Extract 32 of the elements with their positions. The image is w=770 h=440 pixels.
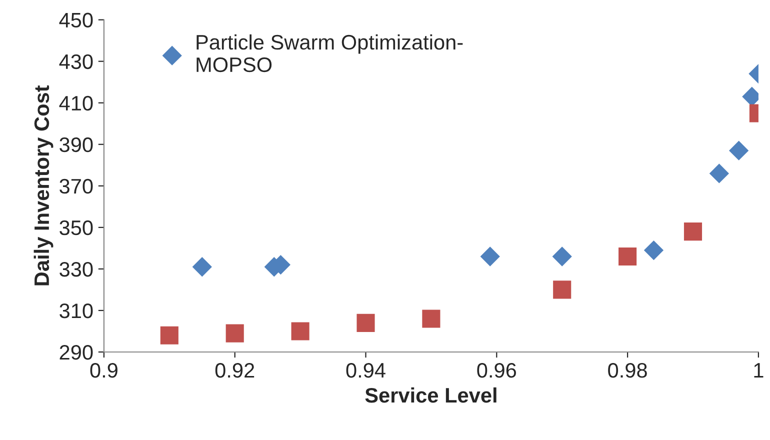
x-tick-label: 0.92 bbox=[215, 362, 254, 378]
point bbox=[422, 310, 440, 328]
x-tick-label: 0.96 bbox=[477, 362, 516, 378]
x-tick-label: 0.98 bbox=[608, 362, 647, 378]
x-tick-label: 0.9 bbox=[90, 362, 118, 378]
y-tick-label: 430 bbox=[59, 54, 93, 70]
x-tick-label: 1 bbox=[754, 363, 764, 378]
point bbox=[684, 222, 702, 241]
y-tick-label: 290 bbox=[60, 345, 93, 360]
y-tick-label: 310 bbox=[60, 303, 93, 318]
point bbox=[356, 314, 375, 332]
y-axis-title: Daily Inventory Cost bbox=[34, 85, 54, 286]
point bbox=[553, 280, 572, 299]
point bbox=[729, 141, 748, 160]
point bbox=[192, 257, 212, 276]
y-tick-label: 370 bbox=[60, 178, 93, 194]
point bbox=[160, 326, 178, 344]
point bbox=[226, 324, 244, 342]
y-tick-label: 450 bbox=[59, 12, 93, 28]
point bbox=[480, 246, 500, 266]
point bbox=[644, 240, 664, 260]
point bbox=[710, 164, 729, 183]
y-tick-label: 410 bbox=[59, 96, 93, 111]
point bbox=[552, 246, 572, 266]
point bbox=[618, 247, 637, 266]
point bbox=[291, 322, 310, 340]
y-tick-label: 390 bbox=[60, 137, 93, 152]
x-tick-label: 0.94 bbox=[346, 362, 386, 378]
y-tick-label: 330 bbox=[60, 262, 93, 277]
x-axis-title: Service Level bbox=[365, 387, 496, 403]
y-tick-label: 350 bbox=[60, 220, 93, 236]
legend-label: Particle Swarm Optimization- MOPSO bbox=[196, 34, 463, 72]
